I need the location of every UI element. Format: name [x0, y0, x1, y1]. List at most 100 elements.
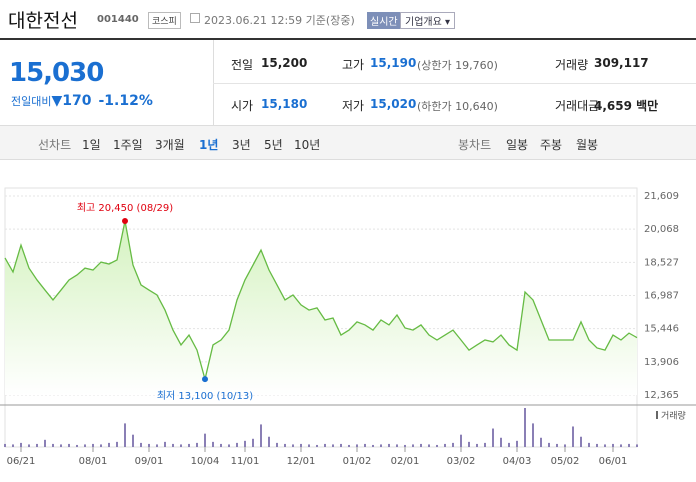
y-tick-label: 21,609: [644, 191, 679, 202]
volume-bar: [124, 423, 126, 447]
volume-bar: [252, 438, 254, 447]
volume-bar: [172, 443, 174, 447]
volume-bar: [276, 442, 278, 447]
change-rate: -1.12%: [98, 93, 153, 109]
stat-value: 15,190: [370, 56, 417, 70]
volume-bar: [116, 441, 118, 447]
period-tab[interactable]: 1년: [199, 138, 219, 152]
volume-bar: [292, 444, 294, 447]
stat-label: 거래대금: [555, 99, 600, 113]
change-value: 170: [62, 93, 92, 109]
volume-bar: [100, 444, 102, 447]
volume-bar: [468, 441, 470, 447]
volume-bar: [84, 444, 86, 447]
volume-bar: [164, 441, 166, 447]
volume-bar: [132, 434, 134, 447]
volume-bar: [532, 423, 534, 447]
realtime-badge: 실시간: [367, 12, 401, 29]
volume-bar: [452, 442, 454, 447]
y-tick-label: 20,068: [644, 224, 679, 235]
timestamp: 2023.06.21 12:59 기준(장중): [204, 14, 355, 27]
volume-bar: [636, 444, 638, 447]
volume-bar: [316, 444, 318, 447]
price-line: [4, 220, 638, 380]
calendar-icon: [190, 13, 200, 23]
period-tab[interactable]: 1일: [82, 138, 101, 152]
volume-bar: [500, 437, 502, 447]
stat-value: 4,659 백만: [594, 99, 659, 113]
period-tab[interactable]: 1주일: [113, 138, 143, 152]
volume-bar: [460, 434, 462, 447]
volume-bar: [92, 443, 94, 447]
volume-bar: [4, 443, 6, 447]
volume-bar: [612, 443, 614, 447]
volume-bar: [340, 443, 342, 447]
x-tick-label: 10/04: [191, 456, 220, 467]
volume-bar: [44, 439, 46, 447]
volume-bar: [556, 443, 558, 447]
stock-name: 대한전선: [8, 10, 78, 32]
annotation: 최저 13,100 (10/13): [157, 390, 253, 402]
volume-bar: [596, 443, 598, 447]
volume-bar: [332, 444, 334, 447]
volume-bar: [220, 443, 222, 447]
volume-bar: [444, 443, 446, 447]
period-tab[interactable]: 10년: [294, 138, 321, 152]
tab-label: 선차트: [38, 138, 72, 152]
stock-code: 001440: [97, 14, 139, 25]
stat-note: (하한가 10,640): [417, 100, 498, 113]
market-badge: 코스피: [148, 12, 181, 29]
y-tick-label: 16,987: [644, 291, 679, 302]
stat-label: 고가: [342, 58, 365, 72]
annotation: 최고 20,450 (08/29): [77, 202, 173, 214]
current-price: 15,030: [9, 58, 104, 88]
company-button-label[interactable]: 기업개요: [405, 17, 442, 28]
stat-note: (상한가 19,760): [417, 59, 498, 72]
volume-bar: [196, 442, 198, 447]
divider: [213, 83, 696, 84]
candle-tab[interactable]: 주봉: [540, 138, 563, 152]
candle-tab[interactable]: 일봉: [506, 138, 529, 152]
volume-bar: [108, 442, 110, 447]
volume-bar: [76, 444, 78, 447]
volume-bar: [260, 424, 262, 447]
x-tick-label: 04/03: [503, 456, 532, 467]
stat-label: 전일: [231, 58, 254, 72]
volume-bar: [364, 443, 366, 447]
extreme-dot: [202, 376, 208, 383]
y-tick-label: 12,365: [644, 390, 679, 401]
volume-bar: [284, 443, 286, 447]
y-tick-label: 15,446: [644, 324, 679, 335]
volume-bar: [428, 444, 430, 447]
stat-label: 저가: [342, 99, 365, 113]
x-tick-label: 01/02: [343, 456, 372, 467]
period-tab[interactable]: 5년: [264, 138, 283, 152]
volume-bar: [412, 444, 414, 447]
x-tick-label: 12/01: [287, 456, 316, 467]
stat-value: 15,200: [261, 56, 308, 70]
x-tick-label: 05/02: [551, 456, 580, 467]
volume-bar: [156, 444, 158, 447]
volume-bar: [580, 436, 582, 447]
period-tab[interactable]: 3년: [232, 138, 251, 152]
volume-bar: [228, 444, 230, 447]
volume-bar: [404, 444, 406, 447]
volume-bar: [20, 442, 22, 447]
period-tab[interactable]: 3개월: [155, 138, 185, 152]
divider: [0, 38, 696, 40]
volume-bar: [628, 443, 630, 447]
volume-bar: [180, 444, 182, 447]
volume-bar: [36, 443, 38, 447]
volume-bar: [516, 440, 518, 447]
volume-bar: [476, 443, 478, 447]
candle-tab[interactable]: 월봉: [576, 138, 599, 152]
extreme-dot: [122, 217, 128, 224]
volume-bar: [548, 442, 550, 447]
volume-bar: [244, 440, 246, 447]
company-button[interactable]: 기업개요 ▾: [400, 12, 456, 29]
volume-bar: [140, 442, 142, 447]
volume-bar: [300, 443, 302, 447]
volume-bar: [396, 444, 398, 447]
volume-bar: [212, 441, 214, 447]
